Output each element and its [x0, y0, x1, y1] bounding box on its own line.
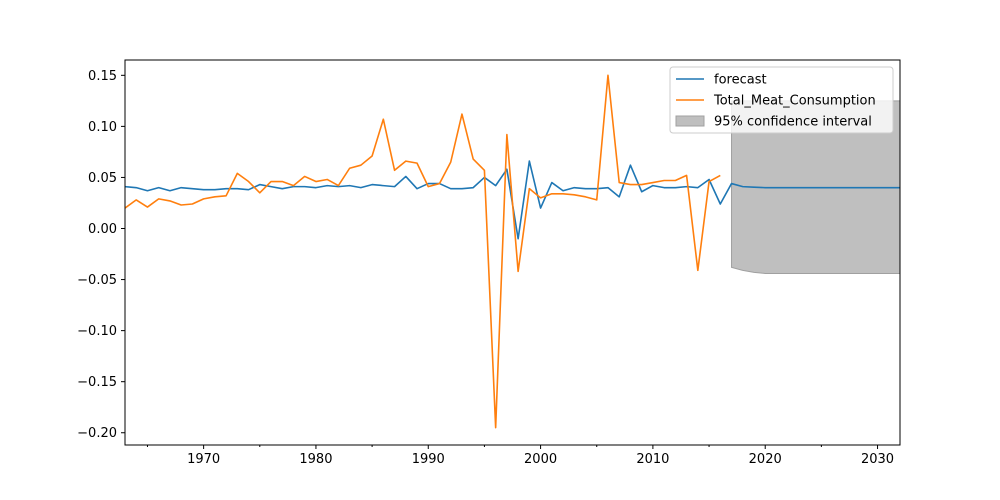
legend: forecast Total_Meat_Consumption 95% confid…	[669, 66, 894, 134]
legend-label: Total_Meat_Consumption	[713, 94, 876, 109]
legend-label: forecast	[714, 73, 767, 88]
y-tick-label: −0.05	[77, 273, 117, 288]
series-line-total-meat-consumption	[125, 74, 721, 429]
y-tick-label: 0.10	[88, 120, 117, 135]
y-tick-label: −0.10	[77, 324, 117, 339]
x-tick-label: 2020	[749, 452, 782, 467]
legend-box	[669, 66, 894, 134]
axes: 0.15 0.10 0.05 0.00 −0.05 −0.10 −0.15 −0.20 1970…	[77, 59, 901, 467]
y-tick-label: 0.15	[88, 69, 117, 84]
x-tick-label: 1970	[187, 452, 220, 467]
x-tick-label: 1980	[299, 452, 332, 467]
x-tick-label: 1990	[412, 452, 445, 467]
y-tick-label: 0.05	[88, 171, 117, 186]
plot-area	[125, 74, 900, 429]
axes-frame	[124, 59, 901, 446]
y-tick-label: 0.00	[88, 222, 117, 237]
y-tick-label: −0.15	[77, 375, 117, 390]
y-tick-label: −0.20	[77, 426, 117, 441]
x-tick-label: 2010	[636, 452, 669, 467]
plot-inner	[125, 74, 900, 429]
x-tick-label: 2030	[861, 452, 894, 467]
legend-label: 95% confidence interval	[714, 115, 872, 130]
x-tick-label: 2000	[524, 452, 557, 467]
legend-swatch-confidence-interval	[675, 115, 705, 127]
